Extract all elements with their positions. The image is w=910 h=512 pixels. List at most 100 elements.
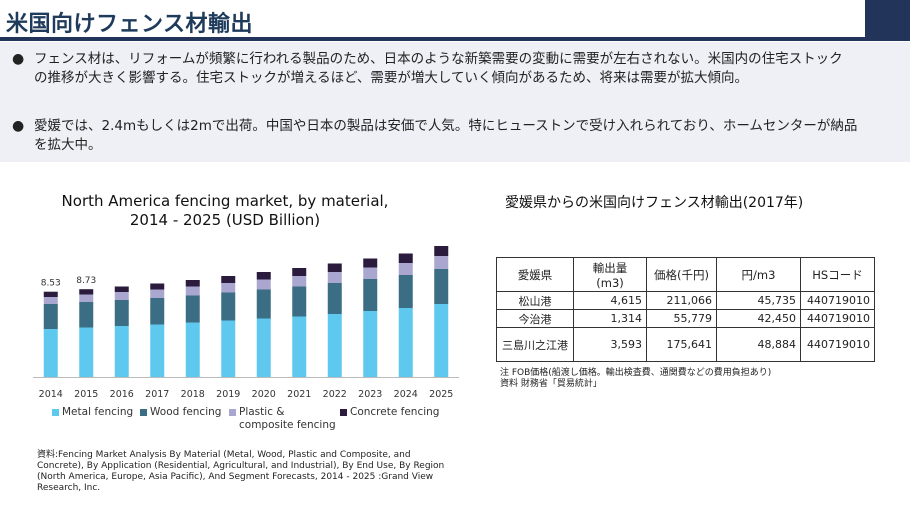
bar-segment-2016-0 [114, 326, 129, 377]
bullet-text-2: 愛媛では、2.4mもしくは2mで出荷。中国や日本の製品は安価で人気。特にヒュース… [34, 118, 858, 153]
bar-segment-2023-0 [363, 311, 378, 377]
cell-hs-code: 440719010 [800, 327, 875, 362]
table-row: 松山港 4,615 211,066 45,735 440719010 [496, 291, 875, 310]
x-tick-label-2022: 2022 [323, 389, 347, 400]
bar-segment-2018-1 [185, 295, 200, 323]
cell-price: 55,779 [646, 309, 717, 328]
x-tick-label-2015: 2015 [74, 389, 98, 400]
x-tick-label-2017: 2017 [145, 389, 169, 400]
legend-label-metal: Metal fencing [62, 406, 134, 418]
header-price: 価格(千円) [646, 257, 717, 292]
bar-segment-2017-3 [150, 283, 165, 290]
x-tick-label-2018: 2018 [181, 389, 205, 400]
chart-title-line-2: 2014 - 2025 (USD Billion) [129, 211, 321, 229]
bar-segment-2024-2 [398, 263, 413, 275]
x-tick-label-2020: 2020 [252, 389, 276, 400]
page-title: 米国向けフェンス材輸出 [6, 12, 254, 37]
legend-label-plastic: Plastic & composite fencing [239, 406, 336, 432]
bar-segment-2023-2 [363, 267, 378, 279]
chart-title-line-1: North America fencing market, by materia… [61, 192, 389, 210]
header-volume-line-1: 輸出量 [592, 260, 628, 275]
bullet-item-1: ● フェンス材は、リフォームが頻繁に行われる製品のため、日本のような新築需要の変… [12, 50, 854, 88]
bar-segment-2020-0 [256, 318, 271, 377]
bar-segment-2022-1 [327, 283, 342, 314]
table-notes: 注 FOB価格(船渡し価格。輸出検査費、通関費などの費用負担あり) 資料 財務省… [500, 368, 771, 390]
header-prefecture: 愛媛県 [496, 257, 574, 292]
bar-segment-2025-3 [434, 246, 449, 256]
bar-segment-2024-0 [398, 308, 413, 377]
chart-title: North America fencing market, by materia… [30, 192, 420, 230]
bar-segment-2019-2 [221, 283, 236, 293]
bar-segment-2018-0 [185, 322, 200, 377]
bar-segment-2024-3 [398, 253, 413, 263]
legend-swatch-plastic [229, 409, 236, 416]
bar-segment-2025-2 [434, 256, 449, 269]
bullet-dot-icon: ● [12, 51, 25, 67]
bar-segment-2019-0 [221, 320, 236, 377]
legend-swatch-concrete [340, 409, 347, 416]
legend-label-plastic-line-1: Plastic & [239, 406, 285, 418]
bullet-item-2: ● 愛媛では、2.4mもしくは2mで出荷。中国や日本の製品は安価で人気。特にヒュ… [12, 117, 864, 155]
title-underline [0, 37, 865, 41]
bar-segment-2015-0 [79, 327, 94, 377]
bar-segment-2021-2 [292, 276, 307, 287]
cell-volume: 4,615 [573, 291, 647, 310]
cell-volume: 1,314 [573, 309, 647, 328]
table-header-row: 愛媛県 輸出量 (m3) 価格(千円) 円/m3 HSコード [496, 257, 875, 292]
cell-volume: 3,593 [573, 327, 647, 362]
table-note-source: 資料 財務省「貿易統計」 [500, 379, 602, 389]
bar-segment-2016-2 [114, 292, 129, 300]
bar-segment-2021-3 [292, 268, 307, 276]
data-label-2014: 8.53 [41, 279, 61, 289]
legend-label-concrete: Concrete fencing [350, 406, 440, 418]
cell-hs-code: 440719010 [800, 309, 875, 328]
bar-segment-2015-2 [79, 294, 94, 302]
bar-segment-2019-1 [221, 292, 236, 321]
cell-port: 今治港 [496, 309, 574, 328]
x-tick-label-2016: 2016 [110, 389, 134, 400]
bar-segment-2017-0 [150, 324, 165, 377]
bar-segment-2014-0 [43, 329, 58, 377]
header-volume-line-2: (m3) [596, 275, 624, 290]
table-row: 三島川之江港 3,593 175,641 48,884 440719010 [496, 327, 875, 362]
x-tick-label-2024: 2024 [394, 389, 418, 400]
bar-segment-2017-2 [150, 289, 165, 298]
bar-segment-2018-3 [185, 280, 200, 287]
bar-segment-2020-1 [256, 289, 271, 319]
bullet-text-1: フェンス材は、リフォームが頻繁に行われる製品のため、日本のような新築需要の変動に… [34, 51, 843, 86]
bar-segment-2018-2 [185, 286, 200, 296]
x-tick-label-2019: 2019 [216, 389, 240, 400]
bar-segment-2025-1 [434, 269, 449, 304]
legend-label-plastic-line-2: composite fencing [239, 419, 336, 431]
legend-label-wood: Wood fencing [150, 406, 222, 418]
x-tick-label-2023: 2023 [358, 389, 382, 400]
bullet-dot-icon: ● [12, 118, 25, 134]
export-table: 愛媛県 輸出量 (m3) 価格(千円) 円/m3 HSコード 松山港 4,615… [496, 257, 875, 362]
x-tick-label-2021: 2021 [287, 389, 311, 400]
bar-segment-2016-3 [114, 286, 129, 292]
bar-segment-2020-2 [256, 279, 271, 290]
table-title: 愛媛県からの米国向けフェンス材輸出(2017年) [505, 195, 804, 211]
cell-unit-price: 45,735 [716, 291, 801, 310]
bar-segment-2022-2 [327, 272, 342, 283]
chart-source-note: 資料:Fencing Market Analysis By Material (… [37, 450, 445, 493]
bar-segment-2014-2 [43, 297, 58, 304]
bar-segment-2025-0 [434, 304, 449, 377]
legend-swatch-wood [140, 409, 147, 416]
title-bar: 米国向けフェンス材輸出 [0, 0, 910, 42]
bar-segment-2021-1 [292, 286, 307, 317]
bar-segment-2019-3 [221, 276, 236, 283]
bar-segment-2017-1 [150, 298, 165, 325]
table-note-fob: 注 FOB価格(船渡し価格。輸出検査費、通関費などの費用負担あり) [500, 368, 772, 378]
cell-port: 松山港 [496, 291, 574, 310]
bar-segment-2023-3 [363, 258, 378, 268]
bar-segment-2022-0 [327, 314, 342, 377]
cell-hs-code: 440719010 [800, 291, 875, 310]
bar-segment-2014-3 [43, 291, 58, 297]
bar-segment-2014-1 [43, 304, 58, 329]
bar-segment-2022-3 [327, 263, 342, 272]
corner-accent-block [865, 0, 910, 41]
cell-unit-price: 42,450 [716, 309, 801, 328]
stacked-bar-chart: 8.53 2014 8.73 2015 2016 2017 2018 2019 2020 2021… [33, 246, 459, 400]
bar-segment-2023-1 [363, 279, 378, 311]
